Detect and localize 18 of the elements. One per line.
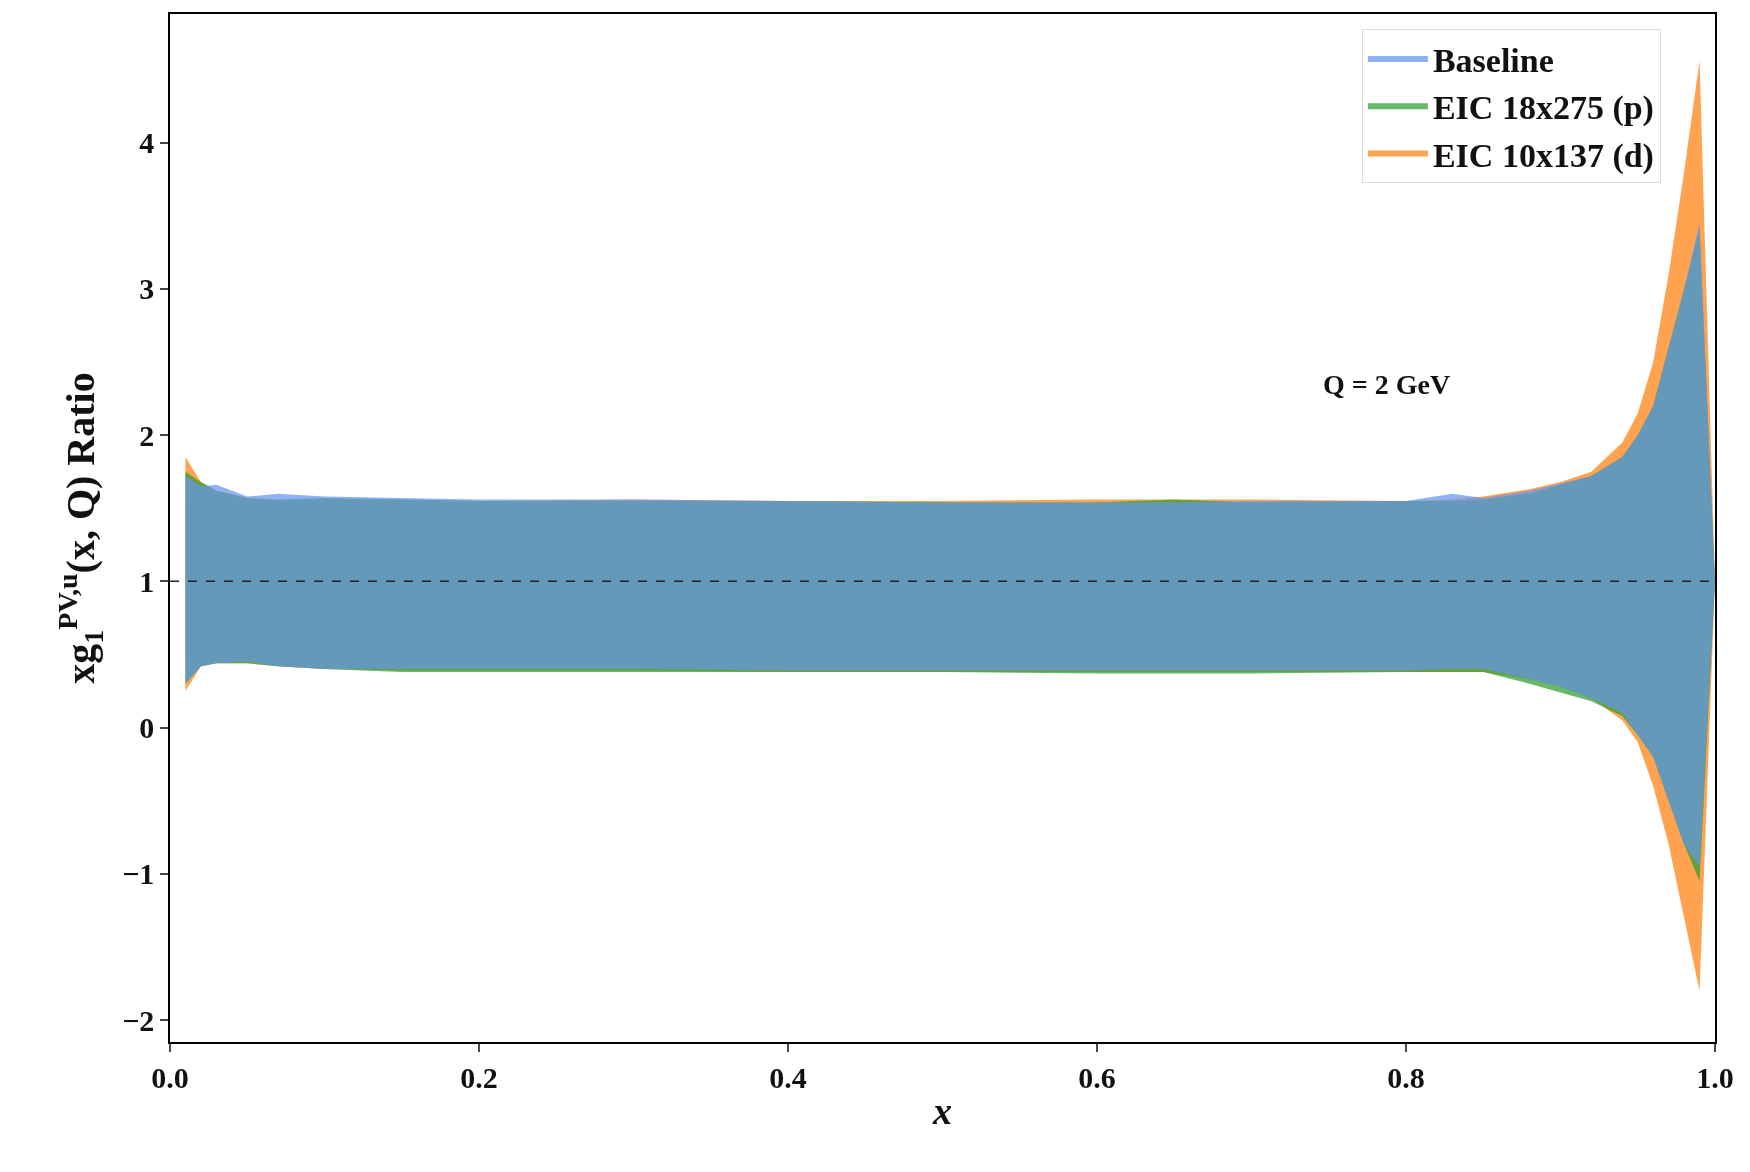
- x-tick-label: 0.8: [1387, 1060, 1425, 1094]
- y-tick-label: −2: [122, 1003, 155, 1037]
- annotation: Q = 2 GeV: [1323, 369, 1451, 400]
- legend-label: EIC 18x275 (p): [1432, 89, 1654, 128]
- legend-label: EIC 10x137 (d): [1432, 136, 1654, 175]
- x-tick-label: 0.2: [460, 1060, 498, 1094]
- y-tick-label: 3: [139, 272, 155, 306]
- y-tick-label: 2: [139, 418, 155, 452]
- y-tick-label: −1: [122, 857, 155, 891]
- x-tick-label: 1.0: [1696, 1060, 1734, 1094]
- x-tick-label: 0.0: [151, 1060, 189, 1094]
- x-axis-title: x: [932, 1090, 952, 1133]
- legend-label: Baseline: [1432, 42, 1554, 80]
- y-tick-label: 1: [139, 564, 155, 598]
- y-tick-label: 0: [139, 711, 155, 745]
- y-tick-label: 4: [139, 126, 155, 160]
- x-tick-label: 0.6: [1078, 1060, 1116, 1094]
- x-tick-label: 0.4: [769, 1060, 807, 1094]
